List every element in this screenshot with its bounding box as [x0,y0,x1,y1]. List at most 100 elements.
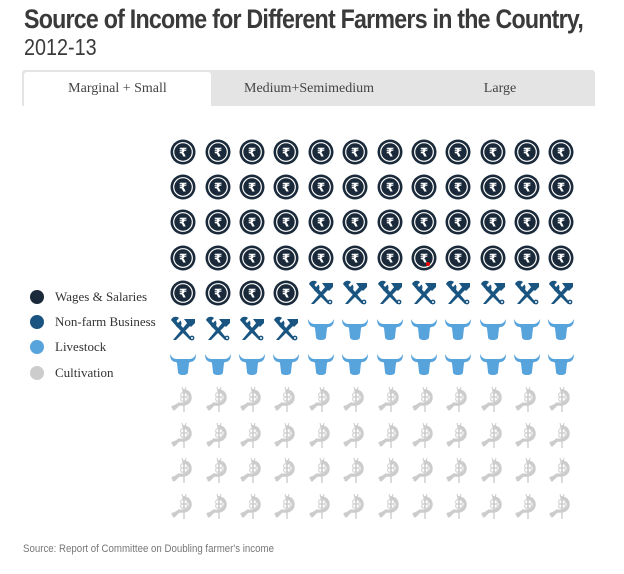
sickle-wheat-icon [372,382,406,417]
legend-label: Wages & Salaries [55,288,148,304]
svg-text:₹: ₹ [557,251,565,265]
rupee-coin-icon: ₹ [441,240,475,275]
cow-head-icon [304,346,338,381]
svg-text:₹: ₹ [213,251,221,265]
tab-medium-semimedium[interactable]: Medium+Semimedium [244,81,374,96]
tools-icon [269,311,303,346]
tools-icon [441,276,475,311]
rupee-coin-icon: ₹ [200,276,234,311]
legend-item-non-farm: Non-farm Business [30,309,156,334]
sickle-wheat-icon [510,453,544,488]
sickle-wheat-icon [269,453,303,488]
sickle-wheat-icon [544,382,578,417]
svg-text:₹: ₹ [248,145,256,159]
sickle-wheat-icon [338,453,372,488]
svg-text:₹: ₹ [557,145,565,159]
svg-text:₹: ₹ [385,181,393,195]
rupee-coin-icon: ₹ [338,134,372,169]
svg-text:₹: ₹ [282,251,290,265]
rupee-coin-icon: ₹ [235,205,269,240]
cow-head-icon [407,346,441,381]
sickle-wheat-icon [476,488,510,523]
svg-text:₹: ₹ [523,251,531,265]
cow-head-icon [441,346,475,381]
rupee-coin-icon: ₹ [269,134,303,169]
sickle-wheat-icon [407,453,441,488]
sickle-wheat-icon [441,382,475,417]
cow-head-icon [407,311,441,346]
legend-dot-icon [30,365,44,380]
svg-text:₹: ₹ [248,216,256,230]
rupee-coin-icon: ₹ [441,134,475,169]
chart-subtitle: 2012-13 [24,34,97,60]
rupee-coin-icon: ₹ [372,169,406,204]
rupee-coin-icon: ₹ [166,134,200,169]
rupee-coin-icon: ₹ [304,169,338,204]
rupee-coin-icon: ₹ [544,240,578,275]
sickle-wheat-icon [235,488,269,523]
svg-text:₹: ₹ [282,181,290,195]
svg-text:₹: ₹ [557,181,565,195]
sickle-wheat-icon [510,382,544,417]
svg-text:₹: ₹ [179,251,187,265]
rupee-coin-icon: ₹ [338,169,372,204]
tab-marginal-small[interactable]: Marginal + Small [24,72,211,106]
rupee-coin-icon: ₹ [269,169,303,204]
svg-text:₹: ₹ [489,216,497,230]
cow-head-icon [338,346,372,381]
svg-text:₹: ₹ [317,181,325,195]
rupee-coin-icon: ₹ [166,169,200,204]
rupee-coin-icon: ₹ [304,134,338,169]
rupee-coin-icon: ₹ [235,134,269,169]
cow-head-icon [476,346,510,381]
cow-head-icon [441,311,475,346]
sickle-wheat-icon [166,488,200,523]
sickle-wheat-icon [544,453,578,488]
sickle-wheat-icon [372,453,406,488]
tools-icon [372,276,406,311]
svg-text:₹: ₹ [351,216,359,230]
sickle-wheat-icon [235,417,269,452]
rupee-coin-icon: ₹ [476,169,510,204]
rupee-coin-icon: ₹ [304,205,338,240]
svg-text:₹: ₹ [557,216,565,230]
svg-text:₹: ₹ [317,251,325,265]
sickle-wheat-icon [166,382,200,417]
chart-legend: Wages & Salaries Non-farm Business Lives… [30,284,156,385]
sickle-wheat-icon [269,382,303,417]
sickle-wheat-icon [544,417,578,452]
sickle-wheat-icon [441,417,475,452]
cow-head-icon [510,346,544,381]
cow-head-icon [510,311,544,346]
cow-head-icon [544,346,578,381]
rupee-coin-icon: ₹ [304,240,338,275]
rupee-coin-icon: ₹ [510,205,544,240]
svg-text:₹: ₹ [420,145,428,159]
svg-text:₹: ₹ [454,251,462,265]
sickle-wheat-icon [441,488,475,523]
rupee-coin-icon: ₹ [200,134,234,169]
svg-text:₹: ₹ [248,181,256,195]
tools-icon [200,311,234,346]
sickle-wheat-icon [476,453,510,488]
rupee-coin-icon: ₹ [166,205,200,240]
sickle-wheat-icon [269,417,303,452]
sickle-wheat-icon [235,453,269,488]
rupee-coin-icon: ₹ [544,169,578,204]
svg-text:₹: ₹ [213,181,221,195]
sickle-wheat-icon [200,382,234,417]
rupee-coin-icon: ₹ [372,134,406,169]
svg-text:₹: ₹ [213,216,221,230]
sickle-wheat-icon [338,488,372,523]
farmer-category-tabs: Marginal + Small Medium+Semimedium Large [22,70,595,106]
sickle-wheat-icon [304,417,338,452]
tab-large[interactable]: Large [483,81,517,96]
legend-dot-icon [30,340,44,355]
rupee-coin-icon: ₹ [200,205,234,240]
rupee-coin-icon: ₹ [200,240,234,275]
sickle-wheat-icon [269,488,303,523]
svg-text:₹: ₹ [454,181,462,195]
svg-text:₹: ₹ [420,181,428,195]
rupee-coin-icon: ₹ [407,240,441,275]
sickle-wheat-icon [304,488,338,523]
